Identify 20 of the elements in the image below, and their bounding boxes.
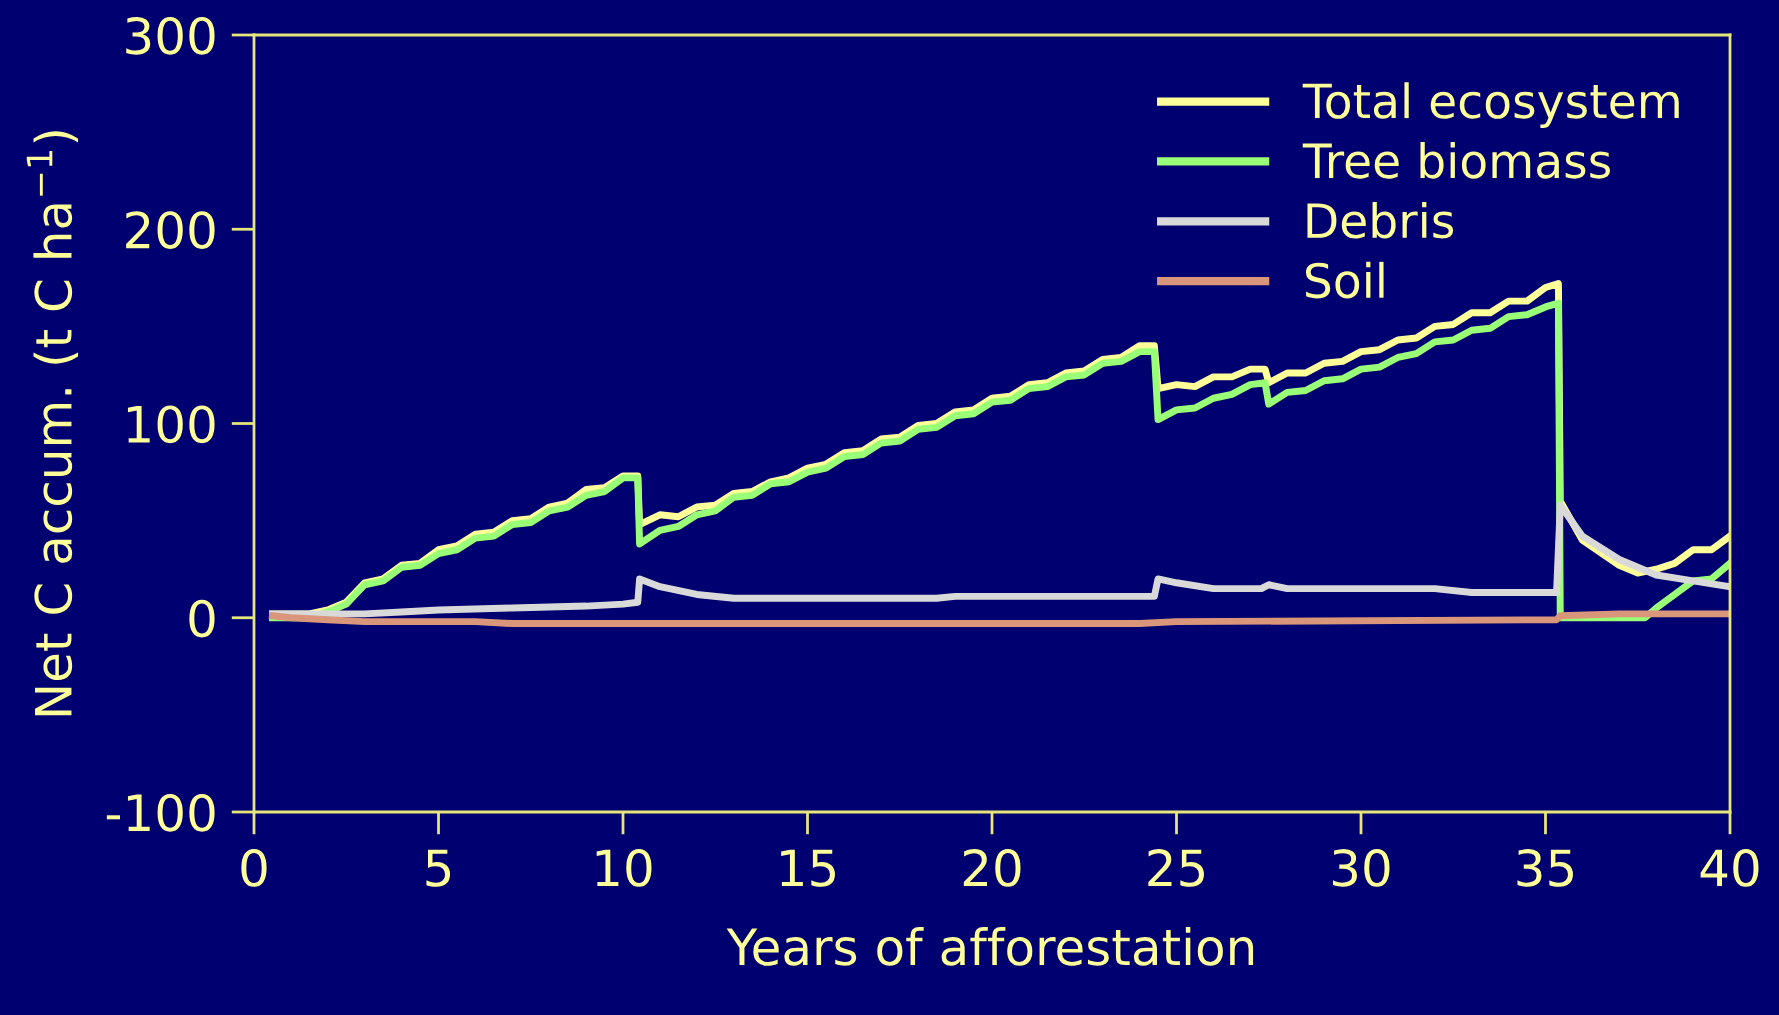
x-tick-label: 15: [781, 849, 835, 887]
legend-label: Tree biomass: [1302, 142, 1611, 179]
legend-label: Soil: [1305, 261, 1384, 299]
y-tick-label: 200: [126, 211, 215, 249]
y-tick-label: 300: [126, 16, 215, 55]
x-tick-label: 35: [1517, 848, 1573, 887]
x-tick-label: 25: [1148, 848, 1204, 887]
y-axis-title: Net C accum. (t C ha$^{−1}$): [26, 131, 79, 716]
x-tick-label: 0: [241, 848, 267, 887]
legend-label: Debris: [1307, 201, 1454, 239]
x-tick-label: 40: [1700, 848, 1759, 887]
legend-label: Total ecosystem: [1302, 82, 1679, 128]
x-axis-title: Years of afforestation: [726, 927, 1254, 966]
x-tick-label: 10: [596, 848, 652, 887]
y-tick-label: 100: [127, 405, 215, 444]
x-tick-label: 5: [426, 849, 451, 887]
x-tick-label: 30: [1333, 848, 1390, 887]
y-tick-label: 0: [189, 599, 215, 638]
x-tick-label: 20: [963, 848, 1021, 887]
y-tick-label: -100: [106, 793, 215, 832]
